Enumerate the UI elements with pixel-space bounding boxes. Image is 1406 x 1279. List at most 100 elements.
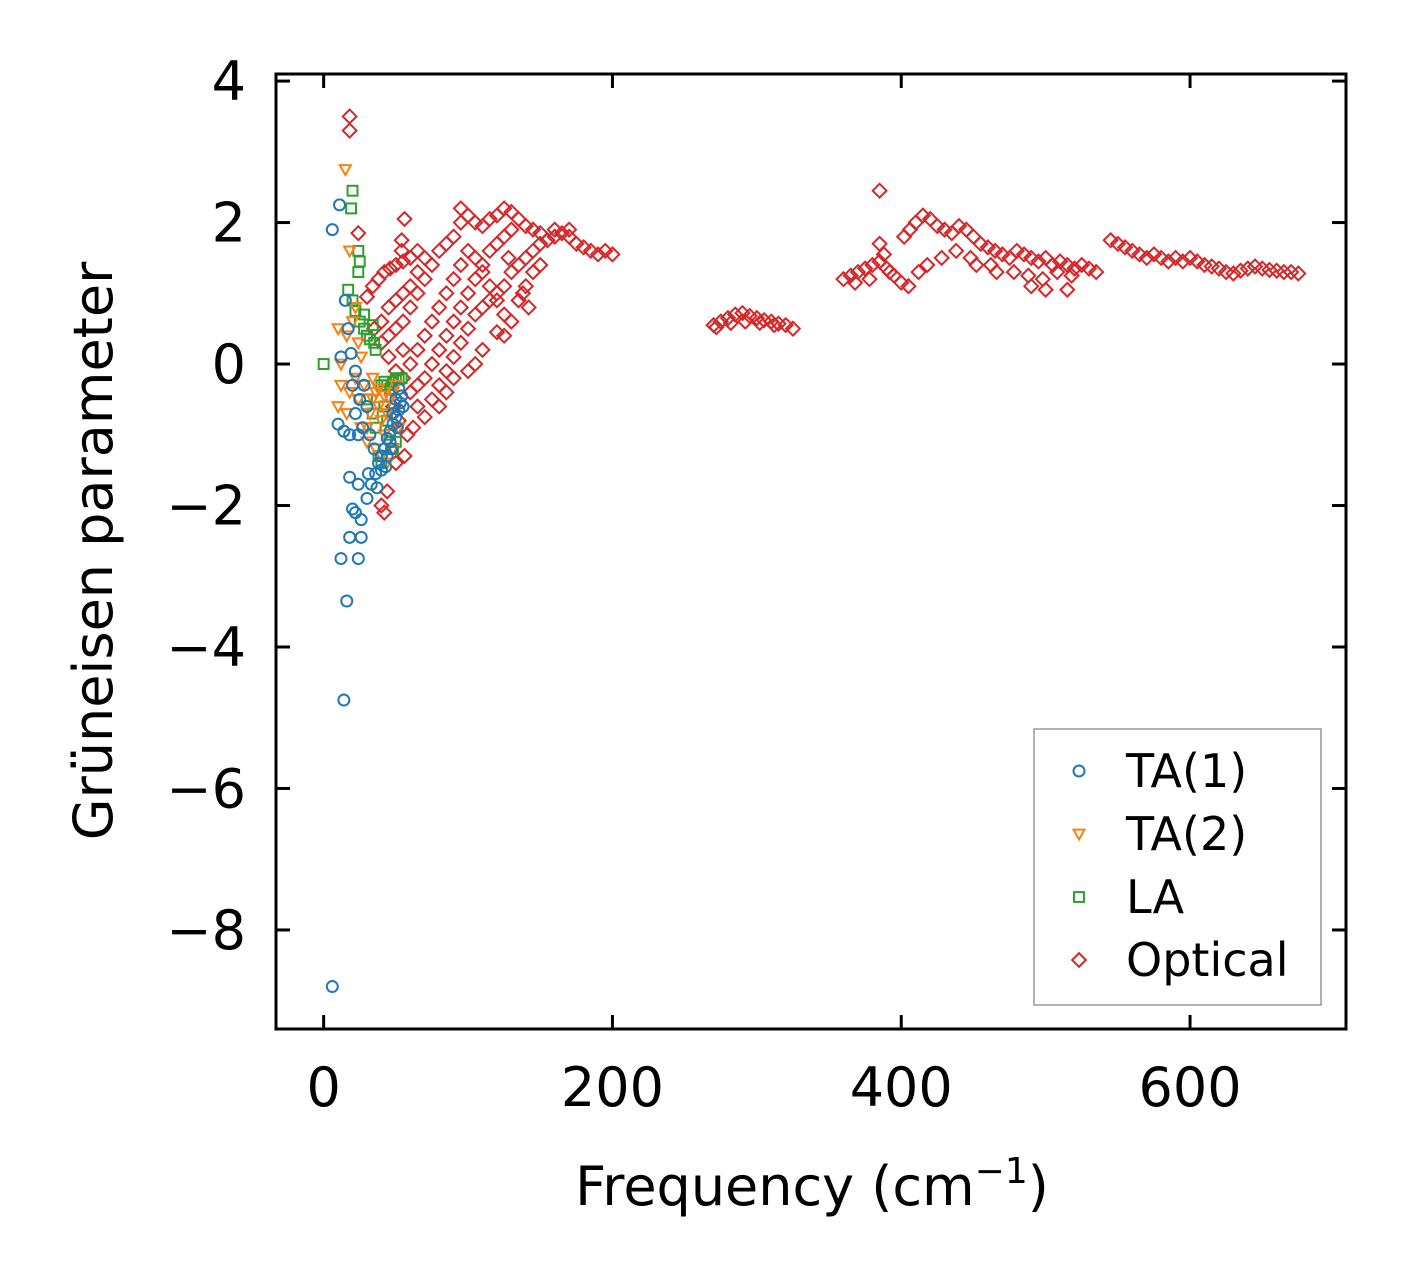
data-point xyxy=(404,419,422,436)
data-point xyxy=(445,369,462,387)
data-point xyxy=(371,383,386,397)
data-point xyxy=(358,288,376,306)
data-point xyxy=(553,224,571,242)
data-point xyxy=(1188,253,1206,270)
data-point xyxy=(330,323,346,337)
y-axis-label: Grüneisen parameter xyxy=(62,261,125,840)
data-point xyxy=(369,343,382,356)
data-point xyxy=(396,210,413,228)
data-point xyxy=(1123,242,1141,260)
data-point xyxy=(343,428,357,442)
data-point xyxy=(1005,263,1023,281)
data-point xyxy=(402,355,419,373)
y-tick-label: −2 xyxy=(166,475,246,538)
series-ta-1 xyxy=(325,198,410,994)
data-point xyxy=(342,245,357,259)
data-point xyxy=(333,198,347,212)
data-point xyxy=(357,378,371,392)
data-point xyxy=(374,449,388,463)
data-point xyxy=(1037,281,1054,299)
data-point xyxy=(438,235,455,253)
scatter-points xyxy=(317,108,1307,994)
data-point xyxy=(370,481,384,495)
data-point xyxy=(875,246,893,263)
data-point xyxy=(495,228,513,245)
legend-label: LA xyxy=(1126,870,1185,924)
data-point xyxy=(488,323,506,341)
data-point xyxy=(346,378,360,392)
data-point xyxy=(372,456,386,470)
data-point xyxy=(517,277,535,295)
data-point xyxy=(430,398,448,415)
data-point xyxy=(367,442,381,456)
legend-entry: TA(2) xyxy=(1071,807,1247,861)
data-point xyxy=(393,242,410,260)
data-point xyxy=(466,355,484,373)
data-point xyxy=(348,364,362,378)
data-point xyxy=(380,431,394,445)
data-point xyxy=(348,372,363,386)
data-point xyxy=(1275,263,1293,281)
data-point xyxy=(979,239,997,256)
data-point xyxy=(385,442,399,456)
data-point xyxy=(596,242,614,260)
data-point xyxy=(488,292,506,309)
data-point xyxy=(361,467,375,481)
data-point xyxy=(1152,249,1170,267)
data-point xyxy=(495,306,513,323)
data-point xyxy=(333,358,349,372)
data-point xyxy=(348,407,362,421)
data-point xyxy=(947,242,965,260)
data-point xyxy=(474,256,491,274)
data-point xyxy=(325,223,339,237)
data-point xyxy=(777,316,795,334)
data-point xyxy=(861,270,878,288)
data-point xyxy=(345,316,360,330)
data-point xyxy=(1022,249,1040,267)
plot-frame xyxy=(274,72,1348,1031)
data-point xyxy=(503,263,520,281)
data-point xyxy=(517,249,535,267)
data-point xyxy=(373,313,390,330)
data-point xyxy=(394,341,412,359)
data-point xyxy=(1073,256,1091,274)
data-point xyxy=(331,417,345,431)
data-point xyxy=(835,270,852,288)
data-point xyxy=(354,513,368,527)
data-point xyxy=(360,491,374,505)
data-point xyxy=(452,299,470,316)
data-point xyxy=(379,408,395,422)
legend-marker-circle-icon xyxy=(1072,764,1086,778)
data-point xyxy=(514,285,532,302)
data-point xyxy=(466,214,484,231)
legend-entry: Optical xyxy=(1070,933,1288,987)
data-point xyxy=(481,210,499,228)
data-point xyxy=(376,263,393,281)
data-point xyxy=(416,327,434,345)
data-point xyxy=(560,221,578,238)
data-point xyxy=(474,299,491,316)
data-point xyxy=(452,214,470,231)
data-point xyxy=(445,313,462,330)
data-point xyxy=(374,450,389,464)
y-tick-label: 0 xyxy=(212,333,246,396)
data-point xyxy=(936,221,953,238)
data-point xyxy=(438,327,455,345)
data-point xyxy=(317,358,330,370)
data-point xyxy=(1181,249,1199,267)
data-point xyxy=(416,369,434,387)
data-point xyxy=(343,530,357,544)
data-point xyxy=(376,504,393,521)
data-point xyxy=(363,428,377,442)
data-point xyxy=(1015,246,1033,263)
data-point xyxy=(722,314,740,332)
data-point xyxy=(353,255,366,268)
data-point xyxy=(390,421,404,435)
data-point xyxy=(1044,256,1062,274)
data-point xyxy=(452,256,470,274)
data-point xyxy=(1167,249,1184,267)
data-point xyxy=(1131,246,1148,263)
data-point xyxy=(353,351,369,365)
data-point xyxy=(986,242,1004,260)
x-axis-label: Frequency (cm−1) xyxy=(575,1151,1049,1218)
